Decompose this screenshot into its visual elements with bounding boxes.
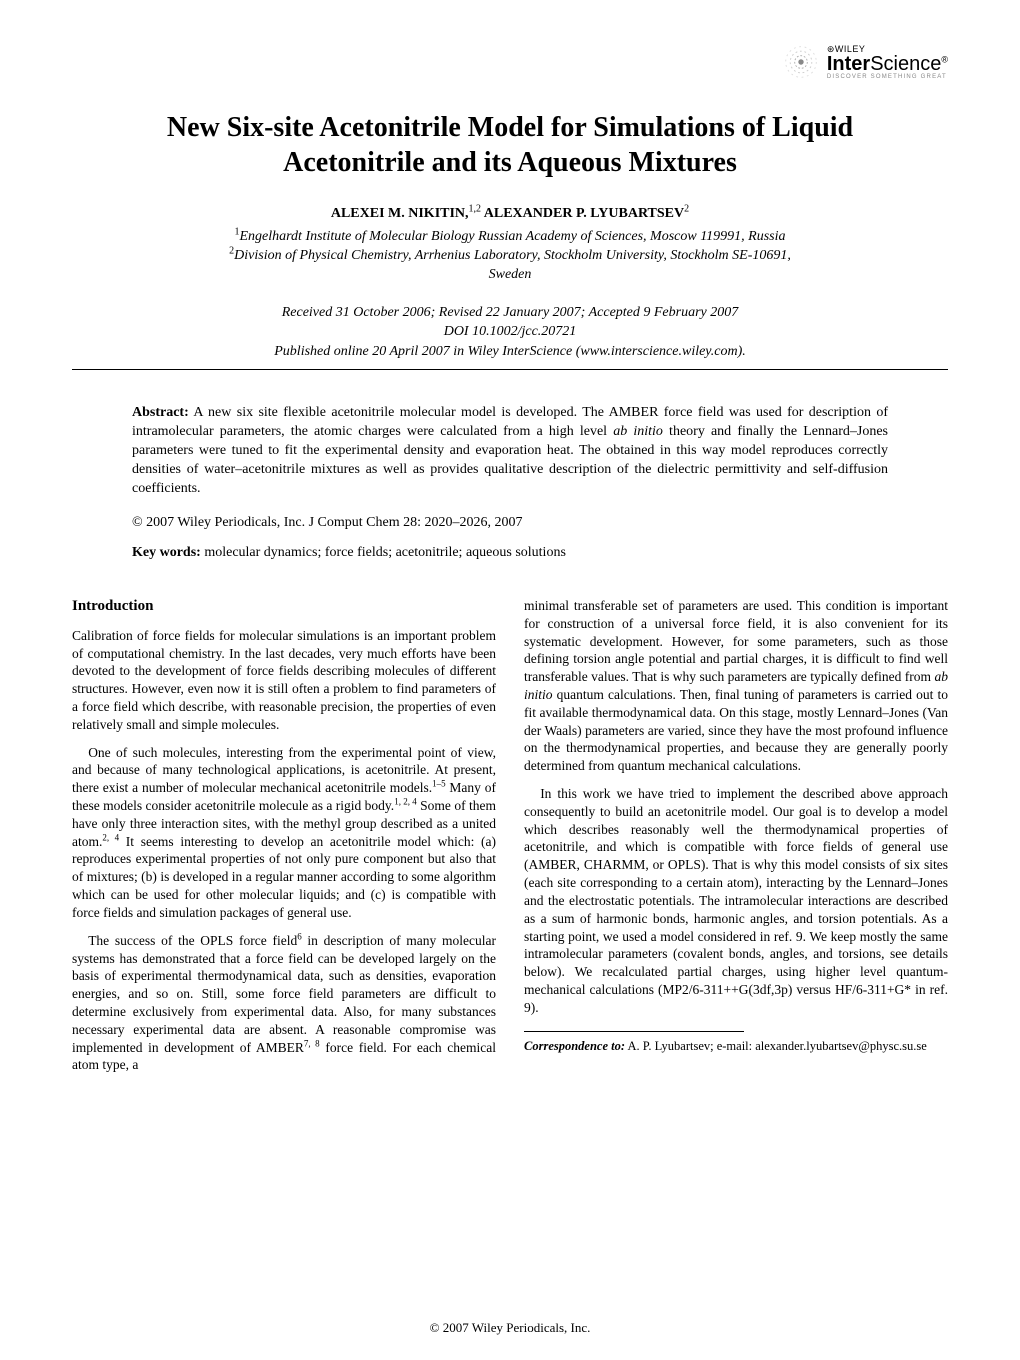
abstract: Abstract: A new six site flexible aceton… (132, 404, 888, 498)
article-dates: Received 31 October 2006; Revised 22 Jan… (72, 303, 948, 362)
authors: ALEXEI M. NIKITIN,1,2 ALEXANDER P. LYUBA… (72, 206, 948, 222)
paragraph: In this work we have tried to implement … (524, 785, 948, 1017)
logo-interscience: InterScience® (827, 54, 948, 74)
article-title: New Six-site Acetonitrile Model for Simu… (72, 110, 948, 180)
divider (72, 369, 948, 370)
column-left: Introduction Calibration of force fields… (72, 597, 496, 1084)
paragraph: One of such molecules, interesting from … (72, 744, 496, 922)
article-title-block: New Six-site Acetonitrile Model for Simu… (72, 110, 948, 180)
footnote-divider (524, 1031, 744, 1032)
column-right: minimal transferable set of parameters a… (524, 597, 948, 1084)
logo-text: ⊛WILEY InterScience® DISCOVER SOMETHING … (827, 45, 948, 80)
affiliations: 1Engelhardt Institute of Molecular Biolo… (72, 228, 948, 285)
author-1: ALEXEI M. NIKITIN, (331, 206, 469, 221)
paragraph: minimal transferable set of parameters a… (524, 597, 948, 775)
copyright-line: © 2007 Wiley Periodicals, Inc. J Comput … (132, 515, 888, 531)
body-columns: Introduction Calibration of force fields… (72, 597, 948, 1084)
paragraph: The success of the OPLS force field6 in … (72, 932, 496, 1075)
page-footer: © 2007 Wiley Periodicals, Inc. (0, 1320, 1020, 1336)
logo-swirl-icon (783, 44, 819, 80)
publisher-logo: ⊛WILEY InterScience® DISCOVER SOMETHING … (783, 44, 948, 80)
correspondence-label: Correspondence to: (524, 1039, 625, 1053)
section-heading-introduction: Introduction (72, 597, 496, 617)
keywords: Key words: molecular dynamics; force fie… (132, 545, 888, 561)
paragraph: Calibration of force fields for molecula… (72, 627, 496, 734)
abstract-label: Abstract: (132, 405, 189, 420)
correspondence: Correspondence to: A. P. Lyubartsev; e-m… (524, 1038, 948, 1054)
author-2: ALEXANDER P. LYUBARTSEV (481, 206, 684, 221)
keywords-label: Key words: (132, 545, 201, 560)
logo-tagline: DISCOVER SOMETHING GREAT (827, 74, 948, 80)
